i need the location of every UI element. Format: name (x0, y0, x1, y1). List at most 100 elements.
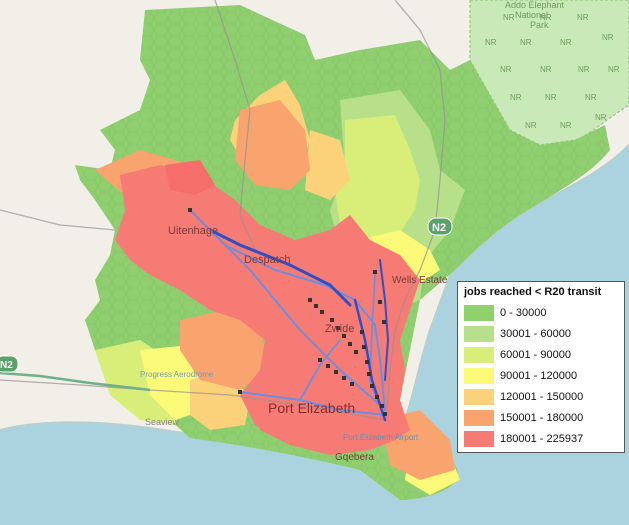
transit-stop (320, 310, 324, 314)
park-marker: NR (545, 93, 557, 102)
road (0, 209, 116, 231)
park-marker: NR (560, 121, 572, 130)
map-legend: jobs reached < R20 transit 0 - 30000 3000… (457, 281, 625, 453)
transit-route (189, 209, 381, 406)
transit-stop (360, 330, 364, 334)
transit-stop (342, 334, 346, 338)
label-zwide: Zwide (325, 323, 354, 335)
park-marker: NR (510, 93, 522, 102)
legend-title: jobs reached < R20 transit (464, 286, 602, 298)
legend-item: 180001 - 225937 (464, 429, 618, 449)
legend-label: 90001 - 120000 (500, 370, 578, 382)
transit-stop (336, 326, 340, 330)
major-roads (0, 0, 446, 421)
transit-stop (367, 372, 371, 376)
legend-item: 120001 - 150000 (464, 387, 618, 407)
legend-swatch (464, 389, 494, 405)
park-marker: NR (608, 65, 620, 74)
transit-stop (350, 382, 354, 386)
park-marker: NR (585, 93, 597, 102)
zone-180001-225937 (165, 160, 215, 195)
svg-text:N2: N2 (432, 222, 446, 234)
transit-stop (382, 320, 386, 324)
transit-route (189, 209, 386, 411)
transit-stop (330, 318, 334, 322)
park-marker: NR (578, 65, 590, 74)
transit-stop (378, 300, 382, 304)
transit-route (299, 339, 341, 401)
transit-stop (318, 358, 322, 362)
legend-items: 0 - 30000 30001 - 60000 60001 - 90000 90001… (464, 303, 618, 449)
label-gqebera: Gqebera (335, 452, 374, 463)
legend-item: 0 - 30000 (464, 303, 618, 323)
park-marker: NR (503, 13, 515, 22)
label-aerodrome: Progress Aerodrome (140, 370, 214, 379)
transit-route (208, 228, 352, 307)
n2-shield-west: N2 (0, 355, 19, 373)
transit-stop (238, 390, 242, 394)
legend-label: 60001 - 90000 (500, 349, 571, 361)
zone-120001-150000 (305, 130, 350, 200)
legend-item: 60001 - 90000 (464, 345, 618, 365)
legend-swatch (464, 347, 494, 363)
national-park-markers: NR NR NR NR NR NR NR NR NR NR NR NR NR NR NR NR NR (485, 13, 620, 130)
park-marker: NR (540, 13, 552, 22)
legend-item: 150001 - 180000 (464, 408, 618, 428)
zone-180001-225937 (255, 395, 380, 452)
park-marker: NR (560, 38, 572, 47)
transit-stop (375, 395, 379, 399)
park-marker: NR (540, 65, 552, 74)
transit-route (379, 259, 390, 381)
park-name: Park (530, 20, 549, 30)
transit-stop (380, 404, 384, 408)
transit-stop (370, 384, 374, 388)
legend-label: 150001 - 180000 (500, 412, 584, 424)
park-marker: NR (500, 65, 512, 74)
transit-route (239, 391, 386, 416)
legend-label: 0 - 30000 (500, 307, 547, 319)
transit-stop (314, 304, 318, 308)
transit-stop (342, 376, 346, 380)
transit-stops (188, 208, 387, 416)
road (0, 379, 386, 421)
label-uitenhage: Uitenhage (168, 225, 218, 237)
legend-swatch (464, 305, 494, 321)
zone-150001-180000 (235, 100, 310, 190)
road (386, 229, 436, 411)
transit-stop (362, 345, 366, 349)
legend-swatch (464, 326, 494, 342)
transit-stop (348, 342, 352, 346)
transit-stop (373, 270, 377, 274)
park-marker: NR (577, 13, 589, 22)
label-seaview: Seaview (145, 417, 180, 427)
legend-swatch (464, 368, 494, 384)
svg-text:N2: N2 (0, 360, 13, 371)
transit-stop (334, 370, 338, 374)
zone-180001-225937 (115, 165, 420, 455)
park-name: Addo Elephant (505, 0, 565, 10)
legend-item: 30001 - 60000 (464, 324, 618, 344)
legend-label: 120001 - 150000 (500, 391, 584, 403)
park-marker: NR (520, 38, 532, 47)
transit-stop (365, 360, 369, 364)
label-airport: Port Elizabeth Airport (343, 433, 419, 442)
legend-label: 180001 - 225937 (500, 433, 584, 445)
transit-stop (354, 350, 358, 354)
zone-150001-180000 (180, 310, 270, 390)
n2-highway (0, 371, 151, 392)
place-labels: Uitenhage Despatch Zwide Wells Estate Po… (140, 225, 448, 463)
label-port-elizabeth: Port Elizabeth (268, 400, 355, 416)
label-despatch: Despatch (244, 254, 290, 266)
park-name: National (515, 10, 548, 20)
transit-stop (308, 298, 312, 302)
park-marker: NR (525, 121, 537, 130)
legend-item: 90001 - 120000 (464, 366, 618, 386)
park-marker: NR (485, 38, 497, 47)
transit-routes (189, 209, 390, 422)
label-wells-estate: Wells Estate (392, 275, 448, 286)
zone-60001-90000 (335, 115, 420, 250)
park-marker: NR (602, 33, 614, 42)
road (214, 0, 256, 251)
transit-stop (326, 364, 330, 368)
